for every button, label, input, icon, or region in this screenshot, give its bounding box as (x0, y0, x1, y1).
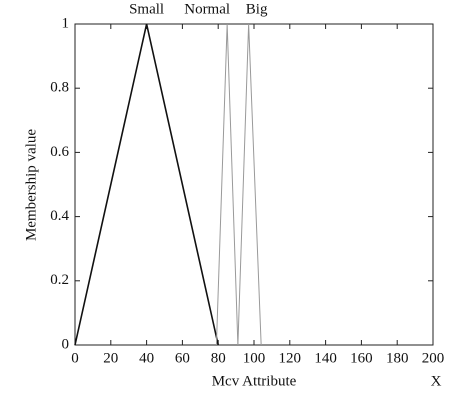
plot-frame (74, 23, 434, 346)
x-tick-label: 0 (71, 350, 79, 366)
x-axis-symbol: X (431, 373, 442, 389)
membership-line (237, 23, 262, 346)
x-tick-label: 120 (279, 350, 302, 366)
x-tick-label: 100 (243, 350, 266, 366)
membership-line (215, 23, 239, 346)
x-tick-label: 200 (422, 350, 445, 366)
y-tick-label: 0.8 (50, 80, 69, 96)
y-tick-label: 1 (62, 15, 70, 31)
y-tick-label: 0.4 (50, 208, 69, 224)
x-tick-label: 160 (350, 350, 373, 366)
y-axis-label: Membership value (23, 129, 39, 241)
set-label: Big (246, 1, 268, 17)
x-tick-label: 20 (103, 350, 118, 366)
y-tick-label: 0.6 (50, 144, 69, 160)
y-tick-label: 0 (62, 336, 70, 352)
membership-line (74, 23, 219, 346)
x-tick-label: 80 (211, 350, 226, 366)
x-tick-label: 140 (314, 350, 337, 366)
x-axis-label: Mcv Attribute (212, 373, 297, 389)
set-label: Small (129, 1, 164, 17)
x-tick-label: 40 (139, 350, 154, 366)
x-tick-label: 180 (386, 350, 409, 366)
x-tick-label: 60 (175, 350, 190, 366)
set-label: Normal (184, 1, 230, 17)
y-tick-label: 0.2 (50, 272, 69, 288)
